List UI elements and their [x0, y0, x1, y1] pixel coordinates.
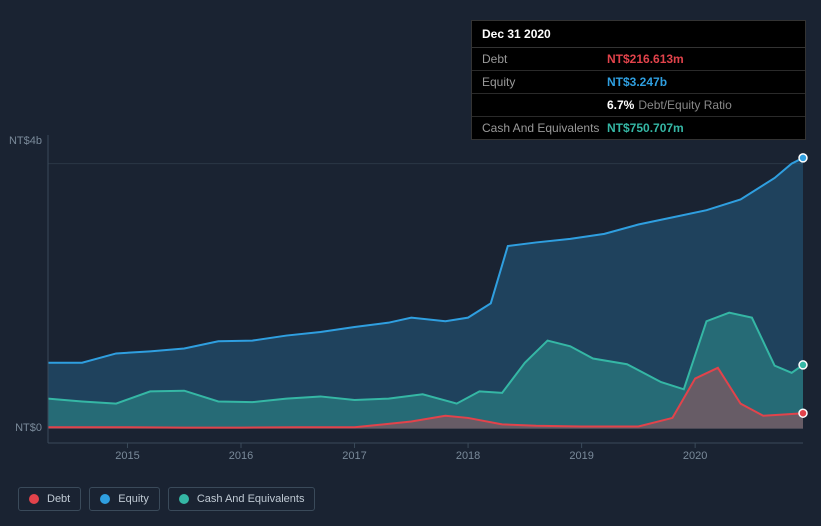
tooltip-row: 6.7% Debt/Equity Ratio — [472, 94, 805, 117]
end-marker — [799, 154, 807, 162]
legend-label: Equity — [118, 493, 149, 505]
legend-swatch — [29, 494, 39, 504]
tooltip-row-label: Cash And Equivalents — [482, 121, 607, 135]
x-axis-label: 2015 — [115, 450, 139, 462]
legend-item[interactable]: Debt — [18, 487, 81, 511]
legend-label: Cash And Equivalents — [197, 493, 305, 505]
legend-swatch — [179, 494, 189, 504]
tooltip-row-suffix: Debt/Equity Ratio — [638, 98, 731, 112]
tooltip-date: Dec 31 2020 — [472, 21, 805, 48]
end-marker — [799, 361, 807, 369]
x-axis-label: 2020 — [683, 450, 707, 462]
legend: Debt Equity Cash And Equivalents — [18, 487, 315, 511]
tooltip-row-value: NT$750.707m — [607, 121, 684, 135]
legend-label: Debt — [47, 493, 70, 505]
x-axis-label: 2019 — [569, 450, 593, 462]
legend-swatch — [100, 494, 110, 504]
x-axis-label: 2017 — [342, 450, 366, 462]
tooltip-row: DebtNT$216.613m — [472, 48, 805, 71]
legend-item[interactable]: Cash And Equivalents — [168, 487, 316, 511]
x-axis-label: 2016 — [229, 450, 253, 462]
tooltip-row-value: NT$3.247b — [607, 75, 667, 89]
y-axis-label: NT$4b — [9, 135, 42, 147]
y-axis-label: NT$0 — [15, 422, 42, 434]
end-marker — [799, 409, 807, 417]
x-axis-label: 2018 — [456, 450, 480, 462]
tooltip-row: EquityNT$3.247b — [472, 71, 805, 94]
tooltip-row-label: Equity — [482, 75, 607, 89]
tooltip-row-value: NT$216.613m — [607, 52, 684, 66]
legend-item[interactable]: Equity — [89, 487, 160, 511]
data-tooltip: Dec 31 2020 DebtNT$216.613mEquityNT$3.24… — [471, 20, 806, 140]
tooltip-row-label: Debt — [482, 52, 607, 66]
tooltip-row-value: 6.7% — [607, 98, 634, 112]
tooltip-row-label — [482, 98, 607, 112]
tooltip-row: Cash And EquivalentsNT$750.707m — [472, 117, 805, 139]
